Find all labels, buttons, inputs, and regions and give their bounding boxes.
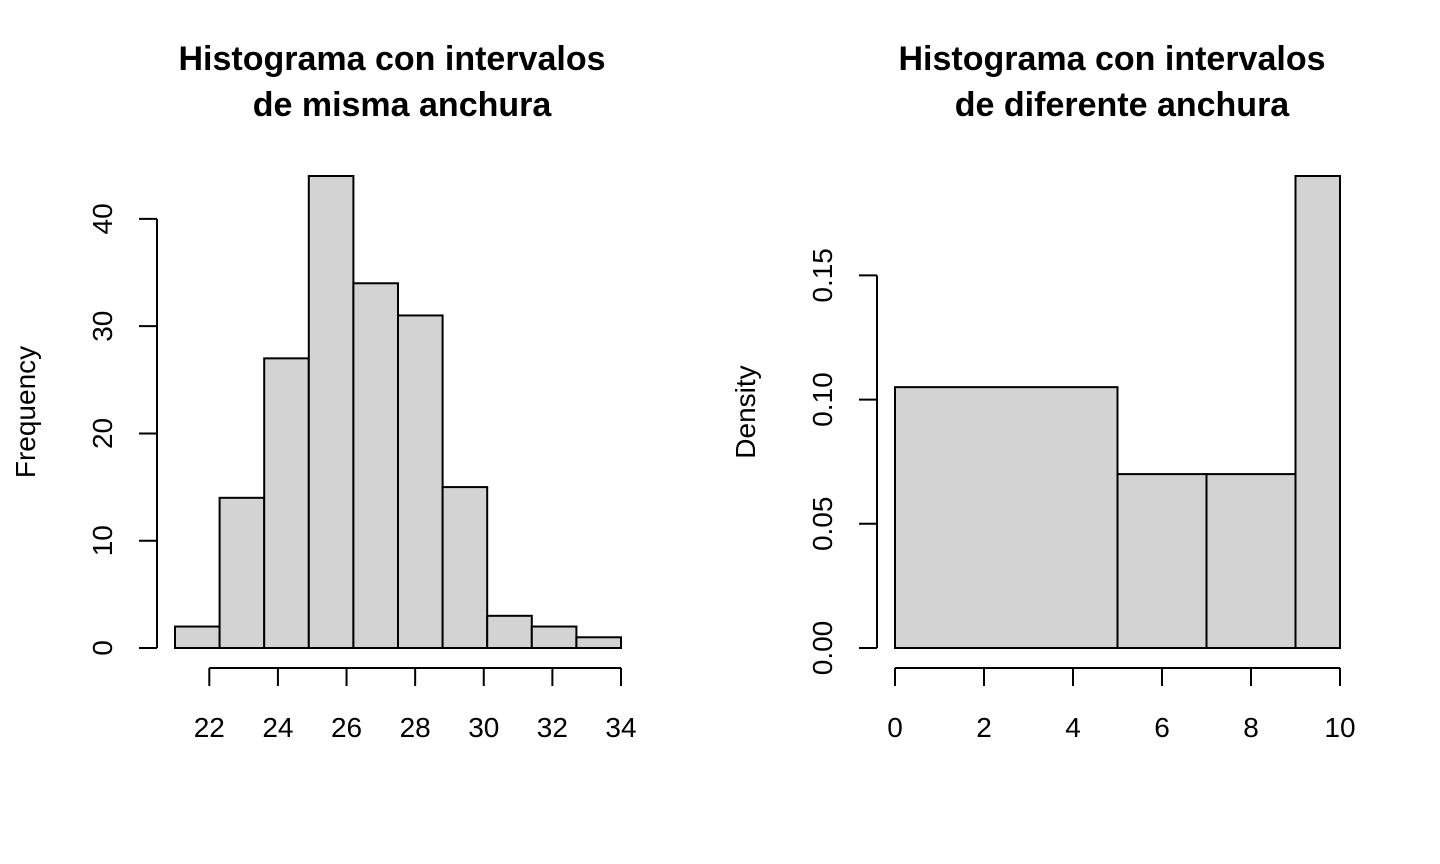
- x-tick-label: 30: [468, 712, 499, 743]
- y-tick-label: 40: [87, 203, 118, 234]
- histogram-bar: [530, 625, 578, 650]
- x-tick-label: 6: [1154, 712, 1170, 743]
- y-tick-label: 20: [87, 418, 118, 449]
- y-axis: 0 10 20 30 40: [87, 203, 158, 656]
- y-tick-label: 10: [87, 525, 118, 556]
- histogram-unequal-width: Histograma con intervalos de diferente a…: [730, 40, 1356, 743]
- x-tick-label: 24: [262, 712, 293, 743]
- y-tick-label: 30: [87, 311, 118, 342]
- histogram-bar: [441, 486, 489, 649]
- histogram-bar: [263, 357, 310, 649]
- y-tick-label: 0.15: [807, 248, 838, 303]
- x-tick-label: 22: [194, 712, 225, 743]
- bars: [174, 175, 623, 650]
- histogram-bar: [575, 636, 623, 649]
- histogram-bar: [1205, 473, 1297, 649]
- chart-title-line-2: de misma anchura: [253, 86, 553, 124]
- y-axis-label: Frequency: [10, 346, 41, 478]
- histogram-bar: [486, 614, 533, 649]
- x-tick-label: 8: [1243, 712, 1259, 743]
- histogram-bar: [1116, 473, 1208, 649]
- y-tick-label: 0: [87, 640, 118, 656]
- x-axis: 0 2 4 6 8 10: [887, 667, 1356, 743]
- histogram-bar: [1294, 175, 1341, 649]
- histogram-bar: [174, 625, 221, 650]
- histogram-bar: [352, 282, 399, 649]
- y-tick-label: 0.10: [807, 372, 838, 427]
- histogram-equal-width: Histograma con intervalos de misma anchu…: [10, 40, 637, 743]
- histogram-bar: [397, 314, 444, 649]
- chart-title-line-1: Histograma con intervalos: [178, 40, 605, 78]
- x-tick-label: 28: [400, 712, 431, 743]
- x-tick-label: 10: [1324, 712, 1355, 743]
- y-tick-label: 0.00: [807, 621, 838, 676]
- y-tick-label: 0.05: [807, 497, 838, 552]
- chart-title-line-1: Histograma con intervalos: [898, 40, 1325, 78]
- x-axis: 22 24 26 28 30 32 34: [194, 667, 637, 743]
- x-tick-label: 0: [887, 712, 903, 743]
- x-tick-label: 32: [537, 712, 568, 743]
- x-tick-label: 4: [1065, 712, 1081, 743]
- chart-title-line-2: de diferente anchura: [955, 86, 1291, 124]
- histogram-bar: [894, 386, 1119, 649]
- x-tick-label: 2: [976, 712, 992, 743]
- y-axis: 0.00 0.05 0.10 0.15: [807, 248, 878, 676]
- bars: [894, 175, 1341, 649]
- x-tick-label: 34: [605, 712, 636, 743]
- y-axis-label: Density: [730, 365, 761, 458]
- x-tick-label: 26: [331, 712, 362, 743]
- histogram-bar: [218, 496, 266, 649]
- histogram-bar: [307, 175, 355, 649]
